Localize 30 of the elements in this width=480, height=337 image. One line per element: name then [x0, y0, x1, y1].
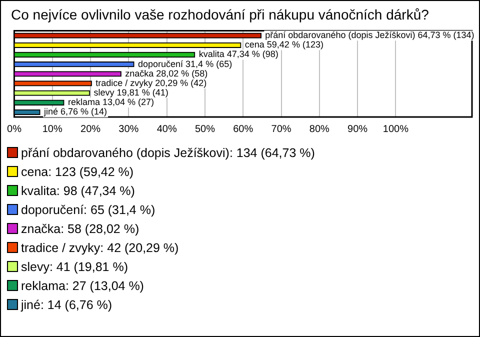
data-label: kvalita 47,34 % (98): [198, 49, 278, 60]
data-label: jiné 6,76 % (14): [43, 106, 108, 117]
text: reklama: 27 (13,04 %): [21, 279, 144, 293]
x-tick-label: 60%: [233, 124, 254, 135]
text: tradice / zvyky: 42 (20,29 %): [21, 241, 179, 255]
x-tick-label: 30%: [118, 124, 139, 135]
text: slevy: 41 (19,81 %): [21, 260, 128, 274]
text: cena: 123 (59,42 %): [21, 165, 134, 179]
data-label: reklama 13,04 % (27): [68, 97, 154, 108]
x-tick-label: 50%: [194, 124, 216, 135]
text: značka: 58 (28,02 %): [21, 222, 140, 236]
data-label: slevy 19,81 % (41): [94, 88, 168, 98]
data-label: značka 28,02 % (58): [125, 68, 208, 78]
x-tick-label: 90%: [348, 124, 368, 135]
x-tick-label: 10%: [42, 124, 62, 135]
data-label: cena 59,42 % (123): [244, 40, 324, 50]
x-tick-label: 80%: [309, 124, 330, 135]
x-tick-label: 100%: [382, 124, 409, 135]
x-tick-label: 40%: [156, 124, 177, 135]
data-label: přání obdarovaného (dopis Ježíškovi) 64,73 % (134): [265, 30, 474, 40]
chart-title: Co nejvíce ovlivnilo vaše rozhodování při nákupu vánočních dárků?: [11, 6, 430, 22]
x-tick-label: 20%: [80, 124, 101, 135]
text: kvalita: 98 (47,34 %): [21, 184, 135, 198]
text: doporučení: 65 (31,4 %): [21, 203, 156, 217]
x-tick-label: 0%: [7, 124, 22, 135]
text: přání obdarovaného (dopis Ježíškovi): 134 (64,73 %): [21, 146, 315, 160]
text: jiné: 14 (6,76 %): [21, 298, 112, 312]
x-tick-label: 70%: [271, 124, 292, 135]
data-label: tradice / zvyky 20,29 % (42): [96, 78, 207, 88]
data-label: doporučení 31,4 % (65): [138, 58, 232, 69]
